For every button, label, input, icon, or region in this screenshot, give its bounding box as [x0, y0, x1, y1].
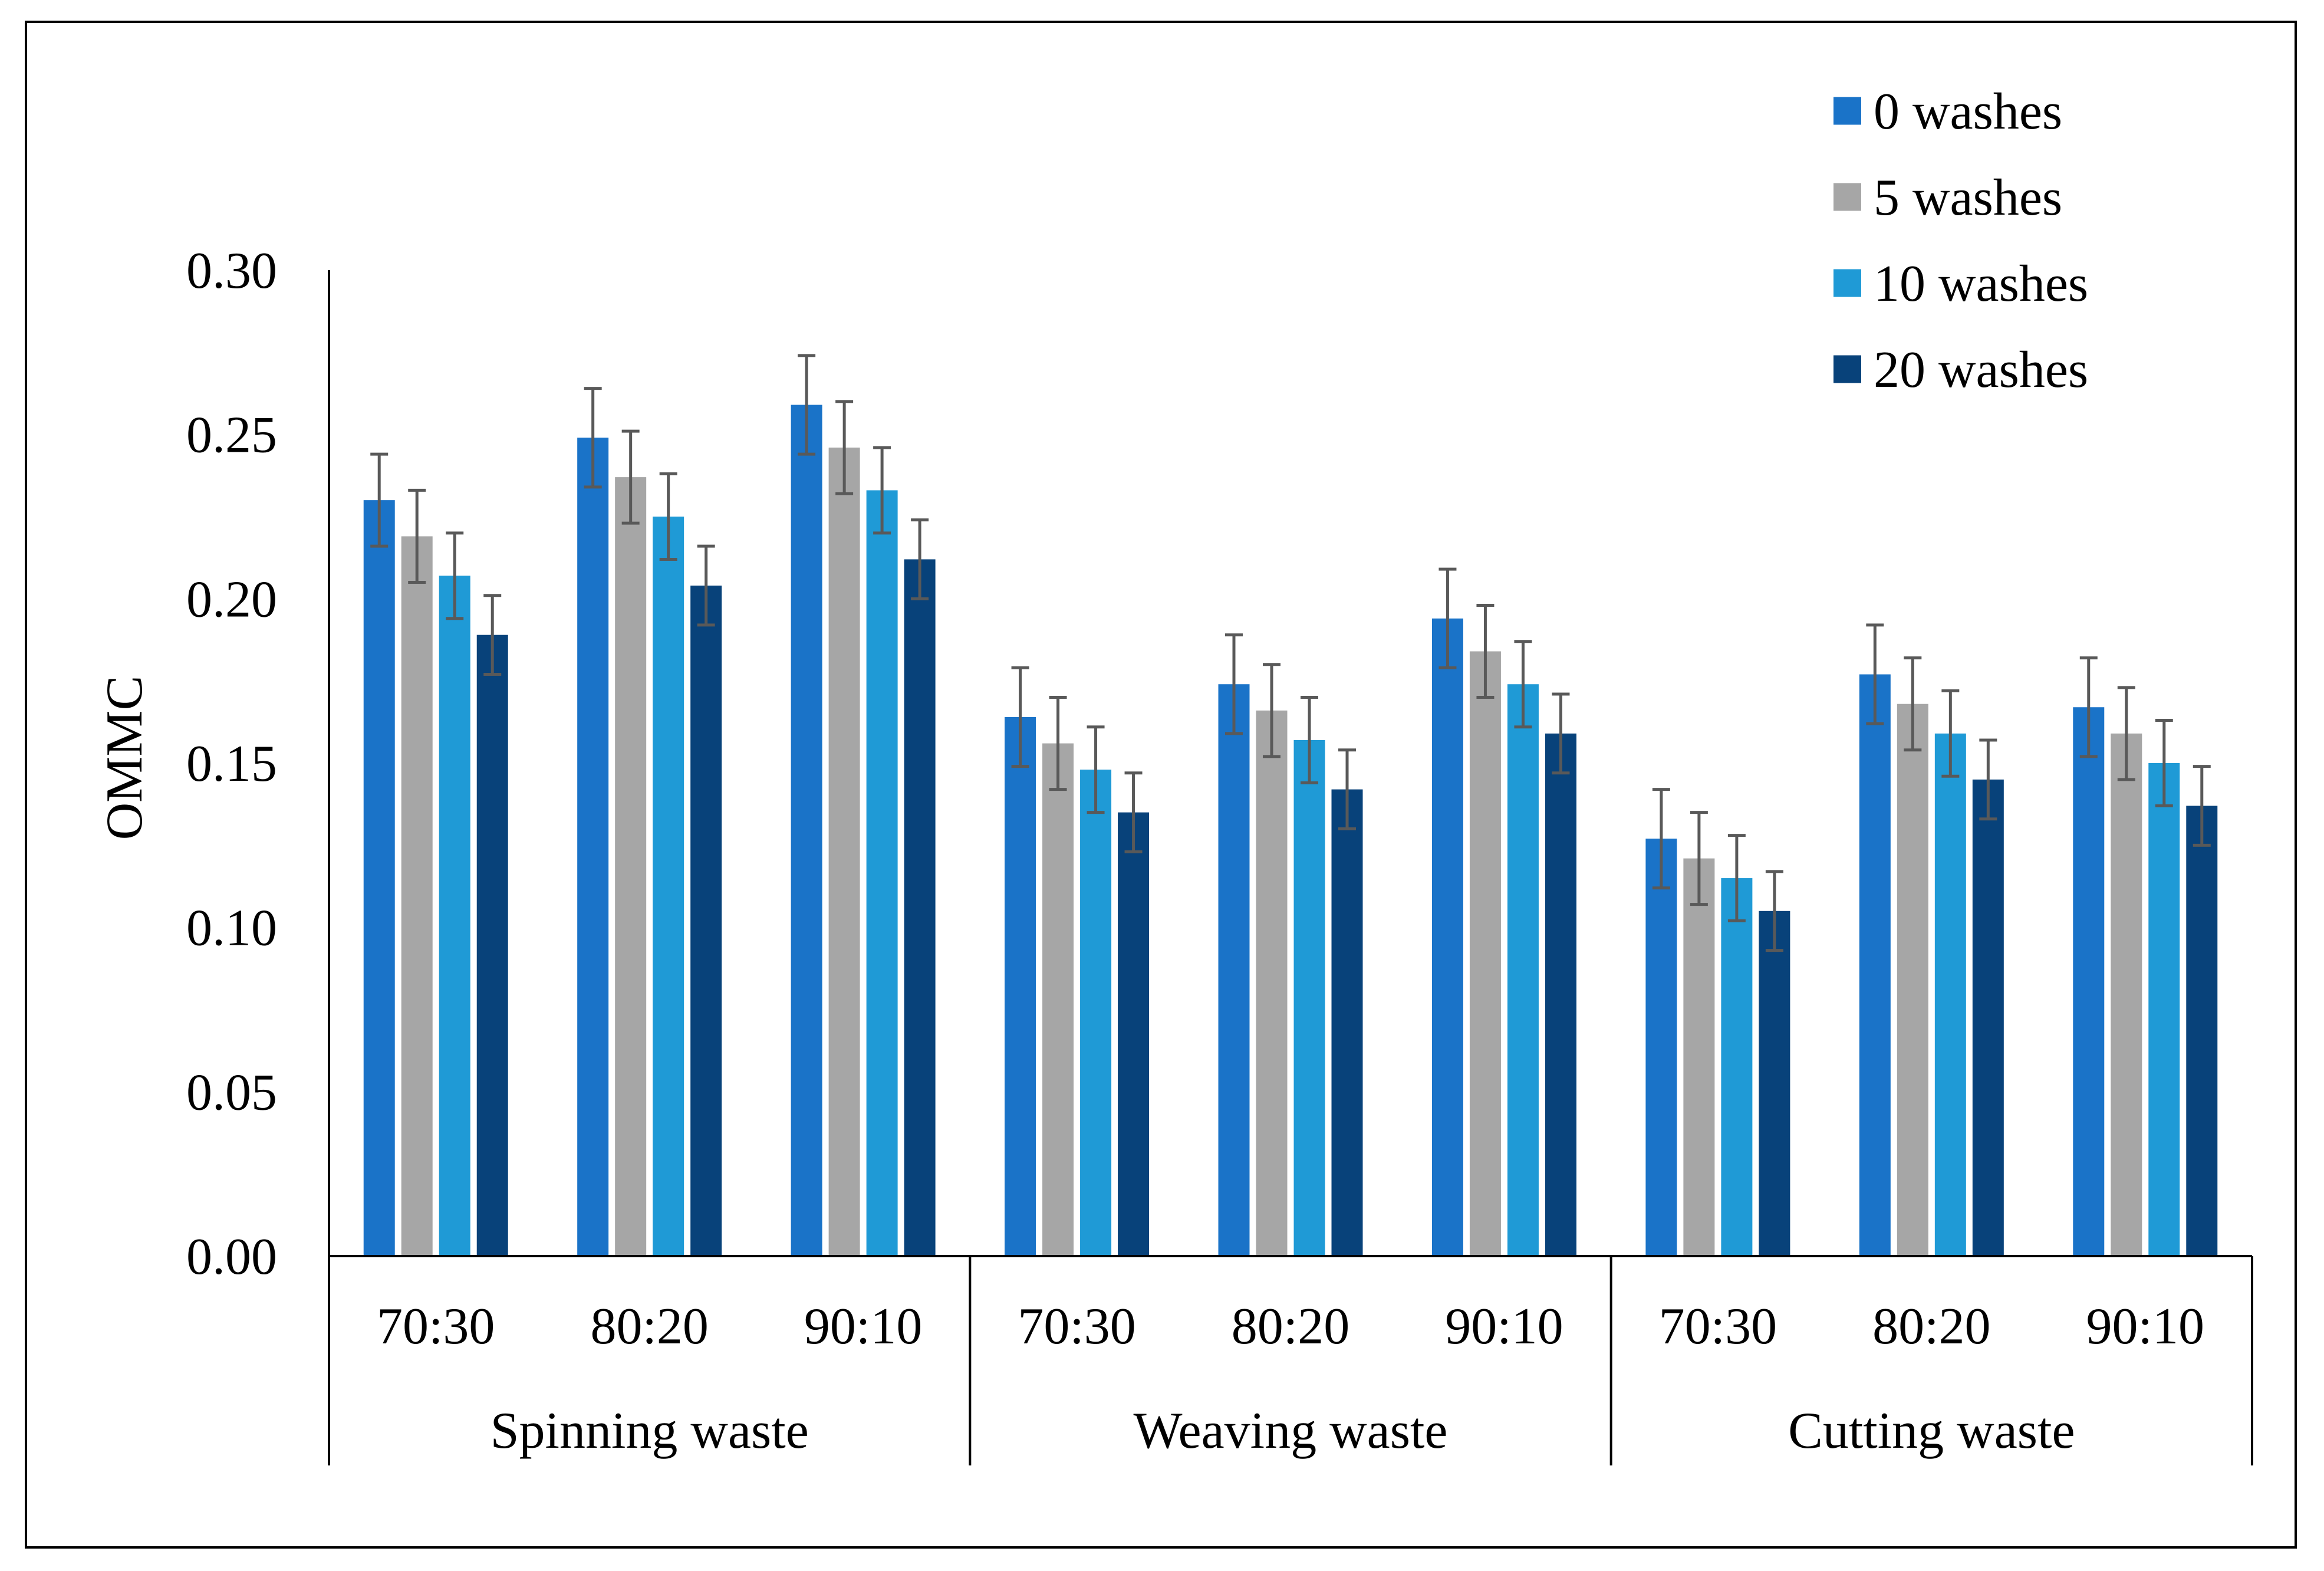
bar — [401, 536, 433, 1257]
x-tick-label: 70:30 — [377, 1298, 495, 1355]
y-tick-label: 0.20 — [186, 571, 277, 628]
y-tick-label: 0.15 — [186, 735, 277, 793]
bar — [1972, 779, 2004, 1256]
x-tick-label: 80:20 — [1872, 1298, 1990, 1355]
bar — [1256, 710, 1288, 1256]
bar — [1645, 839, 1677, 1256]
y-tick-label: 0.05 — [186, 1064, 277, 1121]
bar — [866, 490, 898, 1256]
bar — [1721, 878, 1753, 1256]
bar — [1218, 684, 1250, 1256]
legend-label: 10 washes — [1874, 255, 2088, 313]
legend-swatch — [1833, 97, 1861, 125]
bar — [2111, 733, 2142, 1256]
legend-swatch — [1833, 183, 1861, 211]
y-axis: 0.00 0.05 0.10 0.15 0.20 0.25 0.30 — [186, 242, 330, 1465]
bar — [1934, 733, 1966, 1256]
bar — [1469, 651, 1501, 1256]
bar — [363, 500, 395, 1257]
bar — [439, 576, 470, 1256]
bar — [1431, 618, 1463, 1256]
x-tick-label: 80:20 — [1232, 1298, 1349, 1355]
bar — [1545, 733, 1576, 1256]
x-tick-label: 90:10 — [804, 1298, 922, 1355]
legend-swatch — [1833, 355, 1861, 383]
bar — [1331, 789, 1363, 1256]
bars — [363, 354, 2218, 1257]
bar — [476, 635, 508, 1256]
x-tick-label: 70:30 — [1659, 1298, 1777, 1355]
y-tick-label: 0.25 — [186, 407, 277, 464]
bar — [2073, 707, 2105, 1256]
bar — [1859, 674, 1891, 1256]
y-tick-label: 0.10 — [186, 900, 277, 957]
bar — [653, 517, 684, 1256]
legend-swatch — [1833, 269, 1861, 297]
bar — [1683, 858, 1715, 1256]
bar — [828, 447, 860, 1257]
bar — [1042, 743, 1074, 1256]
group-label: Cutting waste — [1788, 1402, 2075, 1460]
y-axis-label: OMMC — [96, 676, 153, 840]
x-tick-label: 90:10 — [2086, 1298, 2204, 1355]
bar — [615, 477, 647, 1256]
legend: 0 washes 5 washes 10 washes 20 washes — [1833, 83, 2088, 399]
y-tick-label: 0.30 — [186, 242, 277, 300]
x-axis: 70:30 80:20 90:10 70:30 80:20 90:10 70:30 80:20… — [329, 1255, 2253, 1465]
bar — [1507, 684, 1539, 1256]
x-tick-label: 90:10 — [1445, 1298, 1563, 1355]
bar — [2186, 806, 2218, 1256]
group-label: Spinning waste — [491, 1402, 809, 1460]
y-tick-label: 0.00 — [186, 1228, 277, 1286]
legend-label: 5 washes — [1874, 169, 2062, 226]
bar — [577, 438, 609, 1256]
bar — [2148, 763, 2180, 1256]
bar — [904, 559, 936, 1256]
legend-label: 20 washes — [1874, 341, 2088, 399]
legend-label: 0 washes — [1874, 83, 2062, 140]
bar — [1118, 812, 1150, 1256]
bar — [791, 405, 822, 1257]
x-tick-label: 70:30 — [1018, 1298, 1135, 1355]
bar — [1759, 911, 1790, 1256]
bar — [690, 586, 722, 1256]
bar — [1080, 770, 1112, 1256]
bar — [1005, 717, 1036, 1256]
group-label: Weaving waste — [1134, 1402, 1448, 1460]
bar — [1897, 704, 1928, 1256]
bar — [1293, 740, 1325, 1256]
x-tick-label: 80:20 — [590, 1298, 708, 1355]
